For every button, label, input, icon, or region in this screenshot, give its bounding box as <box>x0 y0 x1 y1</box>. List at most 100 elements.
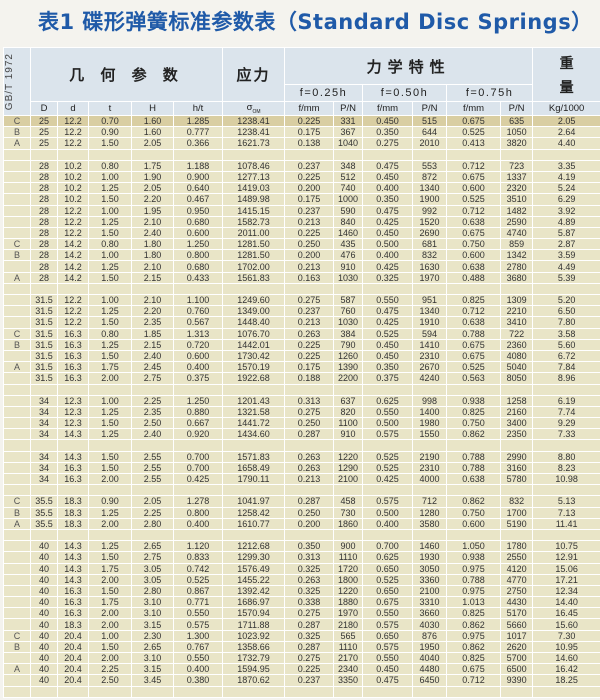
cell-t: 1.50 <box>88 461 132 475</box>
cell-h-over-t: 0.433 <box>172 271 224 284</box>
cell-d: 12.2 <box>57 215 89 228</box>
cell-p2: 515 <box>412 114 448 128</box>
cell-d: 12.2 <box>57 114 89 128</box>
cell-h-over-t: 1.120 <box>172 540 224 553</box>
cell-p1: 331 <box>333 114 364 128</box>
cell-D: 40 <box>30 618 58 631</box>
cell-f3: 0.675 <box>446 170 502 184</box>
cell-f3: 0.788 <box>446 461 502 475</box>
cell-f2 <box>362 383 414 396</box>
cell-grade <box>3 293 31 307</box>
cell-D: 40 <box>30 540 58 553</box>
cell-p3: 2360 <box>500 338 534 351</box>
deflection-075-header: f=0.75h <box>446 84 534 102</box>
cell-grade: B <box>3 506 31 519</box>
cell-p1: 565 <box>333 629 364 642</box>
cell-f1: 0.200 <box>284 182 335 195</box>
cell-f2: 0.425 <box>362 472 414 486</box>
cell-f1: 0.250 <box>284 506 335 519</box>
cell-D: 28 <box>30 238 58 251</box>
cell-p3: 2620 <box>500 640 534 654</box>
cell-grade <box>3 540 31 553</box>
cell-f1 <box>284 148 335 161</box>
cell-f2 <box>362 484 414 497</box>
cell-t <box>88 383 132 396</box>
table-row: 40 16.3 2.00 3.10 0.550 1570.94 0.275 1970 0.550… <box>3 607 600 620</box>
cell-p3: 5700 <box>500 651 534 665</box>
cell-D: 25 <box>30 126 58 139</box>
cell-f3 <box>446 685 502 698</box>
cell-grade: A <box>3 663 31 676</box>
cell-D <box>30 685 58 698</box>
cell-p1: 1880 <box>333 596 364 609</box>
cell-f2: 0.625 <box>362 551 414 564</box>
cell-D: 31.5 <box>30 305 58 318</box>
cell-grade <box>3 260 31 273</box>
spacer-row <box>3 383 600 396</box>
cell-grade <box>3 282 31 296</box>
cell-grade <box>3 607 31 620</box>
cell-h-over-t: 0.700 <box>172 450 224 463</box>
cell-p3 <box>500 439 534 452</box>
cell-H: 1.80 <box>131 249 174 262</box>
cell-grade: B <box>3 640 31 654</box>
cell-p2: 712 <box>412 495 448 508</box>
cell-f1 <box>284 439 335 452</box>
cell-h-over-t: 0.425 <box>172 472 224 486</box>
cell-p1 <box>333 282 364 296</box>
cell-p2: 3660 <box>412 607 448 620</box>
cell-D: 40 <box>30 629 58 642</box>
cell-D <box>30 148 58 161</box>
cell-h-over-t: 1.300 <box>172 629 224 642</box>
cell-H <box>131 528 174 542</box>
cell-p1: 348 <box>333 159 364 172</box>
cell-t: 1.25 <box>88 428 132 441</box>
cell-p2 <box>412 383 448 396</box>
cell-h-over-t: 0.375 <box>172 372 224 385</box>
cell-f2: 0.325 <box>362 271 414 284</box>
cell-stress: 1041.97 <box>222 495 286 508</box>
spacer-row <box>3 685 600 698</box>
cell-f2: 0.450 <box>362 226 414 240</box>
cell-stress: 1610.77 <box>222 517 286 530</box>
cell-h-over-t: 0.575 <box>172 618 224 631</box>
cell-weight: 3.58 <box>532 327 600 340</box>
cell-weight <box>532 383 600 396</box>
cell-weight: 10.98 <box>532 472 600 486</box>
cell-h-over-t: 0.680 <box>172 215 224 228</box>
cell-f2: 0.575 <box>362 618 414 631</box>
cell-h-over-t: 1.188 <box>172 159 224 172</box>
cell-p2: 6450 <box>412 674 448 687</box>
cell-f2: 0.350 <box>362 193 414 206</box>
cell-d: 16.3 <box>57 327 89 340</box>
cell-p2 <box>412 484 448 497</box>
col-weight: Kg/1000 <box>532 101 600 116</box>
cell-p1: 367 <box>333 126 364 139</box>
cell-f3 <box>446 148 502 161</box>
table-row: C 25 12.2 0.70 1.60 1.285 1238.41 0.225 331 0.450… <box>3 114 600 128</box>
cell-p3: 2320 <box>500 182 534 195</box>
table-row: 40 20.4 2.00 3.10 0.550 1732.79 0.275 2170 0.550… <box>3 651 600 665</box>
cell-f2: 0.575 <box>362 428 414 441</box>
cell-stress <box>222 383 286 396</box>
cell-grade <box>3 305 31 318</box>
cell-p2 <box>412 148 448 161</box>
cell-p3: 2210 <box>500 305 534 318</box>
cell-weight: 5.60 <box>532 338 600 351</box>
cell-stress: 1870.62 <box>222 674 286 687</box>
cell-p3: 3820 <box>500 137 534 150</box>
cell-p2: 1950 <box>412 640 448 654</box>
cell-t: 1.50 <box>88 316 132 329</box>
cell-weight: 4.89 <box>532 215 600 228</box>
cell-p1: 512 <box>333 170 364 184</box>
cell-D: 31.5 <box>30 361 58 374</box>
cell-weight: 7.30 <box>532 629 600 642</box>
cell-D: 34 <box>30 461 58 475</box>
cell-f3: 1.013 <box>446 596 502 609</box>
cell-p2: 594 <box>412 327 448 340</box>
table-row: 28 12.2 1.50 2.40 0.600 2011.00 0.225 1460 0.450… <box>3 226 600 240</box>
cell-p3: 859 <box>500 238 534 251</box>
cell-p2: 4480 <box>412 663 448 676</box>
cell-f3: 0.712 <box>446 674 502 687</box>
cell-t: 1.25 <box>88 540 132 553</box>
